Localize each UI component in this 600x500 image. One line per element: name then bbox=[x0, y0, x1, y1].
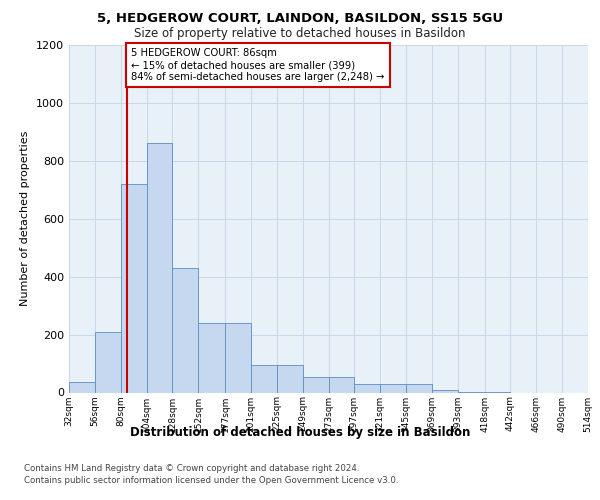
Bar bbox=[69, 382, 95, 392]
Bar bbox=[277, 365, 302, 392]
Bar bbox=[355, 384, 380, 392]
Bar bbox=[302, 376, 329, 392]
Bar bbox=[251, 365, 277, 392]
Bar bbox=[121, 184, 146, 392]
Text: Size of property relative to detached houses in Basildon: Size of property relative to detached ho… bbox=[134, 28, 466, 40]
Text: 5, HEDGEROW COURT, LAINDON, BASILDON, SS15 5GU: 5, HEDGEROW COURT, LAINDON, BASILDON, SS… bbox=[97, 12, 503, 26]
Text: 5 HEDGEROW COURT: 86sqm
← 15% of detached houses are smaller (399)
84% of semi-d: 5 HEDGEROW COURT: 86sqm ← 15% of detache… bbox=[131, 48, 385, 82]
Bar bbox=[329, 376, 355, 392]
Bar bbox=[146, 144, 172, 392]
Bar bbox=[95, 332, 121, 392]
Bar bbox=[406, 384, 432, 392]
Bar bbox=[225, 323, 251, 392]
Bar bbox=[432, 390, 458, 392]
Bar bbox=[198, 323, 225, 392]
Text: Contains HM Land Registry data © Crown copyright and database right 2024.: Contains HM Land Registry data © Crown c… bbox=[24, 464, 359, 473]
Bar bbox=[380, 384, 406, 392]
Text: Contains public sector information licensed under the Open Government Licence v3: Contains public sector information licen… bbox=[24, 476, 398, 485]
Y-axis label: Number of detached properties: Number of detached properties bbox=[20, 131, 31, 306]
Text: Distribution of detached houses by size in Basildon: Distribution of detached houses by size … bbox=[130, 426, 470, 439]
Bar bbox=[172, 268, 198, 392]
